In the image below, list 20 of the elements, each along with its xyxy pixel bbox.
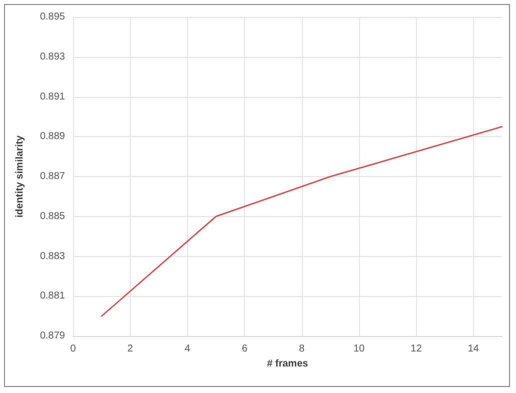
x-tick-label: 8 [299, 344, 306, 354]
x-axis-title: # frames [266, 358, 309, 370]
y-tick-label: 0.891 [40, 91, 66, 102]
y-tick-label: 0.881 [40, 290, 66, 302]
y-tick-label: 0.889 [40, 131, 66, 142]
x-tick-label: 4 [184, 344, 191, 354]
y-axis-title: identity similarity [14, 134, 26, 218]
x-tick-label: 6 [242, 344, 248, 354]
x-tick-label: 14 [468, 344, 480, 354]
x-tick-label: 12 [410, 344, 422, 354]
y-tick-label: 0.883 [40, 250, 66, 262]
y-tick-label: 0.887 [40, 171, 66, 182]
x-tick-label: 10 [353, 344, 365, 354]
y-tick-label: 0.879 [40, 330, 66, 342]
y-tick-label: 0.885 [40, 210, 66, 222]
y-tick-label: 0.895 [40, 12, 66, 22]
line-series [100, 126, 503, 317]
x-tick-label: 2 [127, 344, 134, 354]
y-tick-label: 0.893 [40, 51, 66, 62]
x-tick-label: 0 [70, 344, 76, 354]
